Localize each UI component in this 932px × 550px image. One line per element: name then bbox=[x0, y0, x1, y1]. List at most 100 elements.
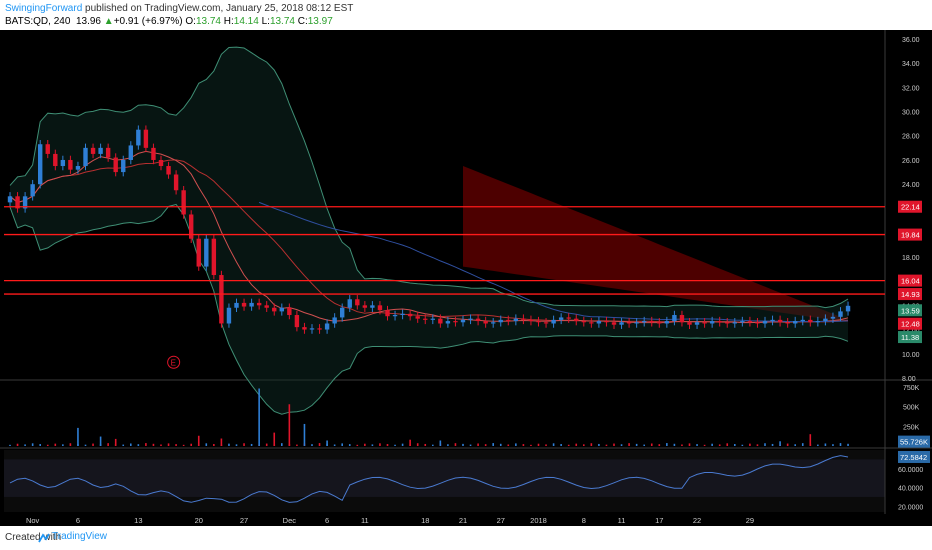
price-tick-label: 28.00 bbox=[902, 134, 920, 141]
candle-body bbox=[287, 307, 292, 316]
x-tick-label: 6 bbox=[325, 516, 329, 525]
price-label-box bbox=[898, 331, 922, 344]
candle-body bbox=[423, 318, 428, 320]
bollinger-upper bbox=[9, 46, 849, 309]
candle-body bbox=[309, 328, 315, 330]
ohlc-line: BATS:QD, 240 13.96 ▲+0.91 (+6.97%) O:13.… bbox=[5, 16, 333, 27]
candle-body bbox=[219, 275, 224, 324]
candle-body bbox=[777, 319, 783, 323]
candle-body bbox=[68, 159, 73, 170]
candle-body bbox=[506, 319, 511, 322]
candle-body bbox=[430, 318, 435, 320]
x-tick-label: 18 bbox=[421, 516, 429, 525]
candle-body bbox=[815, 321, 821, 323]
candle-body bbox=[460, 319, 466, 323]
candle-body bbox=[453, 321, 458, 323]
candle-body bbox=[498, 319, 503, 323]
candle-body bbox=[196, 238, 201, 267]
candle-body bbox=[256, 302, 262, 306]
price-change: ▲+0.91 (+6.97%) bbox=[104, 16, 183, 27]
price-label-text: 13.59 bbox=[901, 306, 920, 315]
earnings-marker-icon bbox=[167, 355, 181, 369]
author-link[interactable]: SwingingForward bbox=[5, 3, 83, 14]
volume-tick-label: 750K bbox=[903, 385, 920, 392]
bollinger-lower bbox=[9, 203, 849, 415]
candle-body bbox=[687, 322, 692, 325]
candle-body bbox=[528, 319, 534, 322]
candle-body bbox=[38, 144, 43, 185]
x-tick-label: 29 bbox=[746, 516, 754, 525]
candle-body bbox=[574, 318, 579, 322]
candle-body bbox=[173, 174, 179, 191]
tradingview-logo-icon bbox=[38, 533, 50, 543]
x-tick-label: 22 bbox=[693, 516, 701, 525]
price-tick-label: 24.00 bbox=[902, 182, 920, 189]
candle-body bbox=[22, 196, 28, 209]
candle-body bbox=[113, 157, 118, 173]
price-label-text: 16.04 bbox=[901, 277, 920, 286]
candle-body bbox=[755, 322, 760, 324]
price-tick-label: 26.00 bbox=[902, 158, 920, 165]
candle-body bbox=[370, 305, 375, 308]
close-label: C: bbox=[297, 16, 308, 27]
x-tick-label: 20 bbox=[195, 516, 203, 525]
x-tick-label: 11 bbox=[618, 516, 626, 525]
candle-body bbox=[98, 147, 103, 154]
candle-body bbox=[385, 310, 390, 317]
close-value: 13.97 bbox=[307, 16, 333, 27]
candle-body bbox=[249, 302, 254, 307]
candle-body bbox=[60, 159, 66, 167]
candle-body bbox=[151, 147, 156, 160]
candle-body bbox=[407, 313, 413, 317]
price-tick-label: 8.00 bbox=[902, 376, 916, 383]
chart-canvas[interactable]: 36.0034.0032.0030.0028.0026.0024.0022.00… bbox=[0, 30, 932, 526]
candle-body bbox=[679, 315, 685, 323]
price-label-box bbox=[898, 228, 922, 241]
x-tick-label: 17 bbox=[655, 516, 663, 525]
candle-body bbox=[355, 299, 360, 306]
candle-body bbox=[128, 145, 133, 160]
candle-body bbox=[770, 319, 775, 322]
candle-body bbox=[105, 147, 111, 158]
candle-body bbox=[400, 313, 405, 316]
price-tick-label: 34.00 bbox=[902, 61, 920, 68]
chart-header: SwingingForward published on TradingView… bbox=[0, 0, 932, 30]
candle-body bbox=[332, 317, 337, 324]
rsi-tick-label: 20.0000 bbox=[898, 504, 923, 511]
candle-body bbox=[264, 305, 269, 308]
candle-body bbox=[279, 307, 284, 312]
price-label-text: 19.84 bbox=[901, 231, 920, 240]
candle-body bbox=[15, 196, 20, 209]
tradingview-link[interactable]: TradingView bbox=[52, 531, 108, 542]
price-label-box bbox=[898, 200, 922, 213]
candle-body bbox=[694, 322, 700, 325]
candle-body bbox=[649, 321, 654, 323]
candle-body bbox=[664, 321, 670, 324]
candle-body bbox=[611, 322, 617, 325]
candle-body bbox=[785, 322, 790, 324]
price-label-box bbox=[898, 304, 922, 317]
candle-body bbox=[226, 307, 232, 324]
candle-body bbox=[717, 321, 722, 323]
resistance-cloud bbox=[463, 166, 849, 323]
open-label: O: bbox=[185, 16, 196, 27]
candle-body bbox=[340, 307, 345, 318]
bollinger-fill bbox=[10, 47, 848, 415]
candle-body bbox=[800, 319, 805, 322]
candle-body bbox=[491, 322, 496, 324]
rsi-tick-label: 60.0000 bbox=[898, 467, 923, 474]
candle-body bbox=[324, 323, 330, 330]
candle-body bbox=[241, 302, 247, 307]
x-tick-label: Nov bbox=[26, 516, 40, 525]
candle-body bbox=[558, 317, 564, 320]
candle-body bbox=[551, 319, 556, 324]
volume-last-text: 55.726K bbox=[900, 438, 928, 447]
x-tick-label: 8 bbox=[582, 516, 586, 525]
chart-area[interactable]: 36.0034.0032.0030.0028.0026.0024.0022.00… bbox=[0, 30, 932, 526]
candle-body bbox=[75, 166, 81, 170]
candle-body bbox=[838, 311, 843, 317]
price-label-box bbox=[898, 274, 922, 287]
up-arrow-icon: ▲ bbox=[103, 16, 114, 27]
rsi-last-box bbox=[898, 450, 930, 463]
candle-body bbox=[30, 184, 35, 197]
